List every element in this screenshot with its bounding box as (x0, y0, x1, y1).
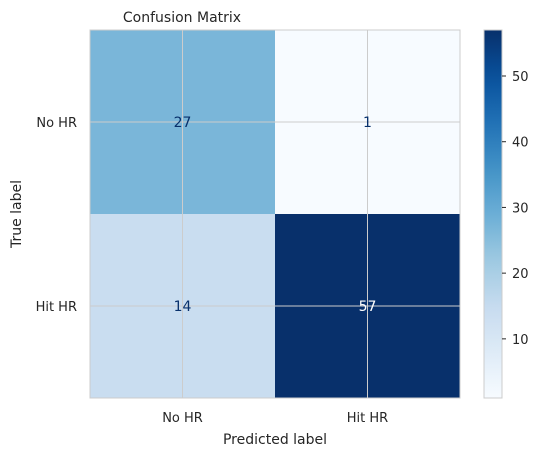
plot-frame (89, 29, 461, 399)
colorbar-tick-label: 40 (512, 136, 529, 151)
colorbar-ticks: 10 20 30 40 50 (502, 70, 529, 348)
y-axis-label: True label (9, 180, 25, 249)
cell-value-label: 14 (174, 299, 192, 315)
colorbar-tick-label: 30 (512, 201, 529, 216)
colorbar (483, 29, 503, 399)
chart-title: Confusion Matrix (123, 10, 241, 26)
colorbar-tick-label: 10 (512, 333, 529, 348)
colorbar-tick-label: 20 (512, 267, 529, 282)
y-tick-labels: No HR Hit HR (36, 116, 77, 315)
x-tick-labels: No HR Hit HR (162, 411, 388, 426)
y-tick-label: Hit HR (36, 300, 77, 315)
cell-value-label: 1 (363, 115, 372, 131)
y-tick-label: No HR (36, 116, 77, 131)
x-axis-label: Predicted label (223, 432, 327, 448)
colorbar-tick-label: 50 (512, 70, 529, 85)
cell-value-label: 27 (174, 115, 192, 131)
heatmap-cells (90, 30, 460, 398)
grid-lines (90, 30, 460, 398)
x-tick-label: Hit HR (347, 411, 388, 426)
x-tick-label: No HR (162, 411, 203, 426)
cell-value-label: 57 (359, 299, 377, 315)
